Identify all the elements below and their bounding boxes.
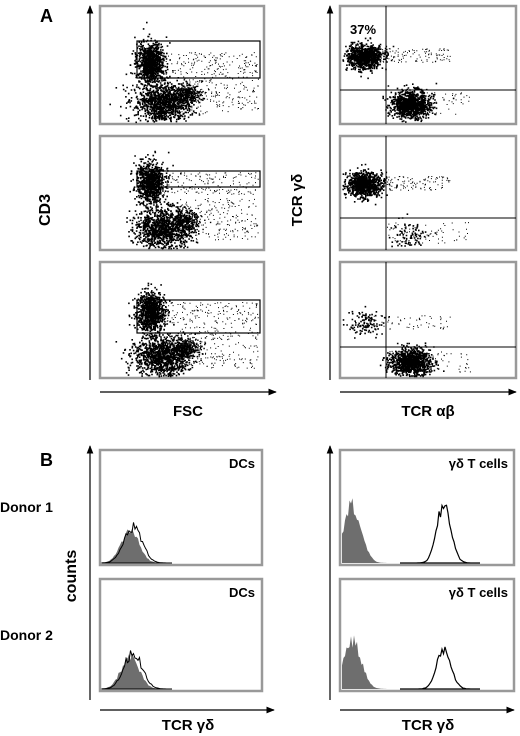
gate-box xyxy=(136,299,261,334)
cell-population xyxy=(161,332,207,363)
control-histogram xyxy=(342,635,392,689)
tcr-plot-3 xyxy=(338,260,518,380)
counts-label: counts xyxy=(63,550,80,603)
control-histogram xyxy=(102,653,172,689)
cell-population xyxy=(379,342,445,378)
percent-label: 37% xyxy=(350,22,376,37)
title-dcs-1: DCs xyxy=(229,456,255,471)
tcr-gd-label-left: TCR γδ xyxy=(162,717,214,734)
title-gd-1: γδ T cells xyxy=(449,456,508,471)
plot-frame xyxy=(338,577,516,693)
panel-b-label: B xyxy=(40,450,53,470)
stained-histogram xyxy=(400,503,480,564)
fsc-axis-label: FSC xyxy=(173,403,203,420)
gate-box xyxy=(136,40,261,79)
tcr-gd-axis-label: TCR γδ xyxy=(289,174,306,226)
cd3-fsc-plot-3 xyxy=(98,260,266,380)
histogram-dcs-donor-2 xyxy=(98,577,264,693)
cell-population xyxy=(129,150,182,217)
stained-histogram xyxy=(400,646,480,690)
scattered-events xyxy=(160,172,259,195)
tcr-ab-axis-label: TCR αβ xyxy=(401,403,454,420)
cd3-axis-label: CD3 xyxy=(37,194,54,226)
row-label-donor-1: Donor 1 xyxy=(0,499,53,515)
scattered-events xyxy=(180,72,259,115)
cell-population xyxy=(109,70,206,124)
cell-population xyxy=(342,37,395,80)
scattered-events xyxy=(372,315,451,330)
cell-population xyxy=(126,194,200,250)
plot-frame xyxy=(338,448,516,567)
stained-histogram xyxy=(101,650,172,690)
cell-population xyxy=(342,163,398,206)
title-gd-2: γδ T cells xyxy=(449,585,508,600)
cell-population xyxy=(128,282,175,346)
cell-population xyxy=(342,305,390,339)
cell-population xyxy=(163,206,212,236)
tcr-plot-1 xyxy=(338,4,518,126)
cell-population xyxy=(167,79,210,114)
cd3-fsc-plot-2 xyxy=(98,134,266,252)
scattered-events xyxy=(372,176,451,191)
histogram-dcs-donor-1 xyxy=(98,448,264,567)
stained-histogram xyxy=(101,522,172,564)
control-histogram xyxy=(102,528,172,563)
scattered-events xyxy=(387,92,470,115)
control-histogram xyxy=(342,498,392,563)
cell-population xyxy=(115,328,207,378)
histogram-gd-donor-2 xyxy=(338,577,516,693)
panel-a-label: A xyxy=(40,6,53,26)
row-label-donor-2: Donor 2 xyxy=(0,627,53,643)
gate-box xyxy=(136,170,261,188)
title-dcs-2: DCs xyxy=(229,585,255,600)
histogram-gd-donor-1 xyxy=(338,448,516,567)
cd3-fsc-plot-1 xyxy=(98,4,266,126)
tcr-plot-2 xyxy=(338,134,518,252)
tcr-gd-label-right: TCR γδ xyxy=(402,717,454,734)
